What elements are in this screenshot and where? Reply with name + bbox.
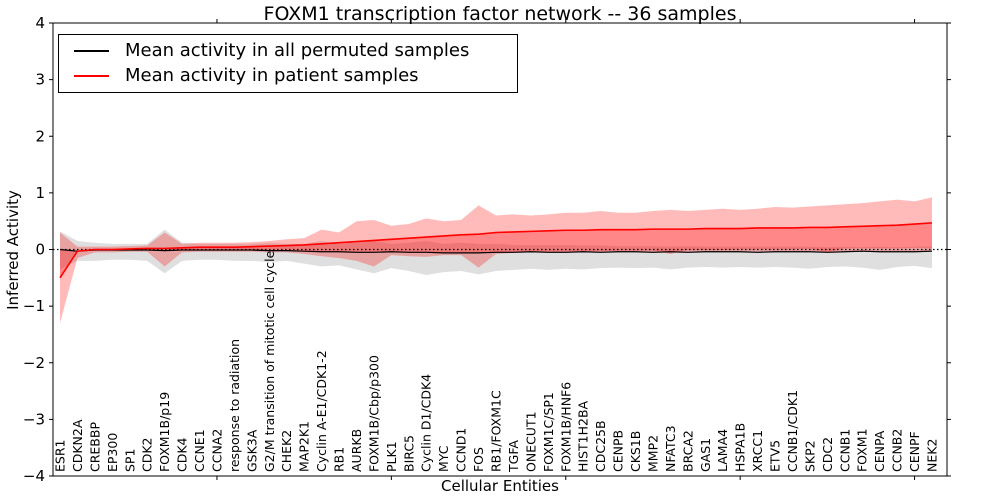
between-means-fill [60, 222, 932, 278]
x-tick-label: G2/M transition of mitotic cell cycle [262, 250, 277, 472]
y-tick-label: 4 [35, 14, 45, 32]
y-tick-label: 0 [35, 241, 45, 259]
legend-row-patient: Mean activity in patient samples [59, 66, 517, 86]
x-tick-label: AURKB [349, 429, 364, 472]
legend: Mean activity in all permuted samples Me… [58, 34, 518, 93]
x-axis-label: Cellular Entities [441, 477, 559, 495]
x-tick-label: RB1 [332, 447, 347, 472]
x-tick-label: HIST1H2BA [576, 400, 591, 472]
x-tick-label: SP1 [122, 449, 137, 472]
x-tick-label: BIRC5 [401, 435, 416, 472]
x-tick-label: CCNE1 [192, 429, 207, 472]
x-tick-label: BRCA2 [680, 430, 695, 472]
x-tick-label: PLK1 [384, 441, 399, 472]
x-tick-label: CCND1 [454, 428, 469, 472]
x-tick-label: FOS [471, 447, 486, 472]
x-tick-label: TGFA [506, 440, 521, 473]
x-tick-label: FOXM1B/Cbp/p300 [366, 355, 381, 472]
x-tick-label: FOXM1B/HNF6 [558, 382, 573, 472]
y-tick-label: 1 [35, 184, 45, 202]
x-tick-label: CCNB1 [837, 429, 852, 472]
permuted-line-swatch [74, 49, 109, 52]
permuted-mean-line [59, 248, 933, 254]
x-tick-label: FOXM1C/SP1 [541, 392, 556, 472]
x-tick-label: CCNA2 [209, 429, 224, 472]
y-tick-label: −2 [23, 354, 45, 372]
x-tick-label: EP300 [105, 433, 120, 472]
y-tick-label: 3 [35, 71, 45, 89]
x-tick-label: CDC2 [820, 437, 835, 472]
y-tick-label: −3 [23, 410, 45, 428]
legend-label-patient: Mean activity in patient samples [125, 65, 419, 87]
x-tick-label: CDK4 [175, 437, 190, 472]
x-tick-label: FOXM1 [855, 428, 870, 472]
x-tick-label: Cyclin A-E1/CDK1-2 [314, 350, 329, 472]
y-tick-label: −4 [23, 467, 45, 485]
x-tick-label: GAS1 [698, 438, 713, 472]
x-tick-label: XRCC1 [750, 430, 765, 472]
x-tick-label: GSK3A [244, 429, 259, 472]
x-tick-label: ETV5 [768, 440, 783, 472]
y-tick-label: 2 [35, 127, 45, 145]
x-tick-label: FOXM1B/p19 [157, 392, 172, 472]
x-tick-label: CENPF [907, 431, 922, 472]
x-tick-label: CCNB2 [890, 429, 905, 472]
x-tick-label: CKS1B [628, 431, 643, 472]
x-tick-label: CDKN2A [70, 419, 85, 472]
x-tick-label: RB1/FOXM1C [489, 390, 504, 472]
patient-line-swatch [74, 75, 109, 78]
x-tick-label: ESR1 [53, 440, 68, 472]
x-tick-label: HSPA1B [733, 423, 748, 472]
x-tick-label: CHEK2 [279, 430, 294, 472]
chart-title: FOXM1 transcription factor network -- 36… [263, 3, 737, 25]
legend-row-permuted: Mean activity in all permuted samples [59, 41, 517, 61]
x-tick-label: CDK2 [140, 437, 155, 472]
x-tick-label: NFATC3 [663, 425, 678, 472]
x-tick-label: CREBBP [87, 422, 102, 472]
x-tick-label: SKP2 [802, 440, 817, 472]
x-tick-label: MYC [436, 445, 451, 472]
x-tick-label: LAMA4 [715, 429, 730, 472]
x-tick-label: MAP2K1 [297, 421, 312, 472]
x-tick-label: response to radiation [227, 339, 242, 472]
x-tick-label: CDC25B [593, 420, 608, 472]
patient-mean-line [59, 222, 933, 279]
x-tick-label: CENPA [872, 430, 887, 472]
x-tick-label: Cyclin D1/CDK4 [419, 374, 434, 472]
legend-label-permuted: Mean activity in all permuted samples [125, 39, 470, 61]
x-tick-label: ONECUT1 [523, 411, 538, 472]
y-tick-label: −1 [23, 297, 45, 315]
y-axis-label: Inferred Activity [4, 190, 22, 310]
x-tick-label: CENPB [611, 430, 626, 472]
x-tick-label: NEK2 [925, 439, 940, 472]
x-tick-label: CCNB1/CDK1 [785, 390, 800, 472]
x-tick-label: MMP2 [645, 435, 660, 472]
